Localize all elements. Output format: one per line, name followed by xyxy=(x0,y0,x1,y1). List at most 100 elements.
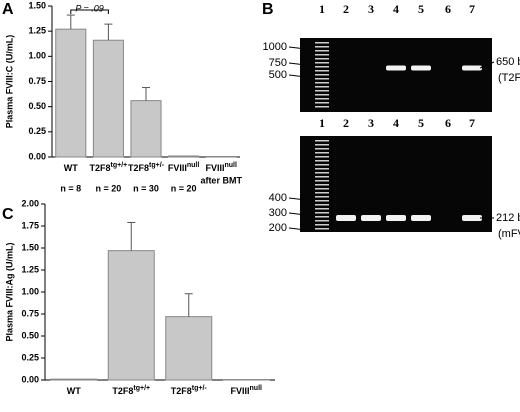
lane-number: 2 xyxy=(343,2,349,16)
ladder-band xyxy=(315,164,329,166)
x-tick-label: FVIIInull xyxy=(168,162,200,174)
band-note: (mFVIII) xyxy=(498,228,520,240)
y-tick-label: 0.00 xyxy=(21,374,39,384)
category-superscript: tg+/- xyxy=(192,385,208,392)
bar xyxy=(56,29,86,157)
band-label: 650 bp xyxy=(496,56,520,68)
category-name: T2F8 xyxy=(90,163,111,173)
ladder-band xyxy=(315,98,329,100)
y-tick-label: 0.50 xyxy=(21,330,39,340)
marker-label: 1000 xyxy=(263,41,287,53)
ladder-band xyxy=(315,180,329,182)
ladder-band xyxy=(315,144,329,146)
x-tick-label: T2F8tg+/- xyxy=(128,162,165,174)
ladder-band xyxy=(315,228,329,230)
bar xyxy=(206,156,236,157)
ladder-band xyxy=(315,188,329,190)
y-axis-label: Plasma FVIII:Ag (U/mL) xyxy=(4,242,14,341)
category-name: T2F8 xyxy=(171,386,192,396)
ladder-band xyxy=(315,94,329,96)
y-tick-label: 0.50 xyxy=(28,101,46,111)
group-size: n = 30 xyxy=(133,183,159,193)
group-size: n = 8 xyxy=(60,183,81,193)
lane-number: 1 xyxy=(319,2,325,16)
category-name: FVIII xyxy=(205,163,224,173)
y-tick-label: 1.25 xyxy=(28,26,46,36)
ladder-band xyxy=(315,184,329,186)
lane-number: 5 xyxy=(418,2,424,16)
ladder-band xyxy=(315,172,329,174)
y-tick-label: 1.25 xyxy=(21,264,39,274)
marker-label: 400 xyxy=(269,192,287,204)
bar xyxy=(51,379,97,380)
y-tick-label: 0.25 xyxy=(28,126,46,136)
ladder-band xyxy=(315,196,329,198)
y-tick-label: 1.00 xyxy=(28,51,46,61)
y-tick-label: 2.00 xyxy=(21,198,39,208)
ladder-band xyxy=(315,216,329,218)
ladder-band xyxy=(315,50,329,52)
lane-number: 3 xyxy=(368,2,374,16)
lane-number: 7 xyxy=(469,116,475,130)
category-name: T2F8 xyxy=(112,386,133,396)
dna-band xyxy=(462,66,482,71)
ladder-band xyxy=(315,86,329,88)
category-superscript: tg+/+ xyxy=(111,162,128,169)
ladder-band xyxy=(315,168,329,170)
ladder-band xyxy=(315,192,329,194)
ladder-band xyxy=(315,102,329,104)
group-size: n = 20 xyxy=(171,183,197,193)
ladder-band xyxy=(315,156,329,158)
ladder-band xyxy=(315,66,329,68)
dna-band xyxy=(411,215,431,221)
error-bar xyxy=(127,222,135,250)
marker-label: 300 xyxy=(269,207,287,219)
x-tick-subline: after BMT xyxy=(200,175,242,185)
bar xyxy=(93,40,123,157)
x-tick-label: T2F8tg+/- xyxy=(171,385,208,397)
ladder-band xyxy=(315,46,329,48)
ladder-band xyxy=(315,152,329,154)
category-name: FVIII xyxy=(168,163,187,173)
error-bar xyxy=(67,15,75,29)
dna-band xyxy=(361,215,381,221)
error-bar xyxy=(185,294,193,317)
ladder-band xyxy=(315,74,329,76)
ladder-band xyxy=(315,220,329,222)
y-tick-label: 1.50 xyxy=(21,242,39,252)
y-tick-label: 1.75 xyxy=(21,220,39,230)
group-size: n = 20 xyxy=(96,183,122,193)
ladder-band xyxy=(315,200,329,202)
x-tick-label: T2F8tg+/+ xyxy=(112,385,150,397)
ladder-band xyxy=(315,208,329,210)
lane-number: 4 xyxy=(393,2,399,16)
category-superscript: null xyxy=(224,162,236,169)
x-tick-label: FVIIInull xyxy=(205,162,237,174)
ladder-band xyxy=(315,42,329,44)
marker-label: 500 xyxy=(269,69,287,81)
ladder-band xyxy=(315,148,329,150)
bar xyxy=(166,317,212,380)
category-name: T2F8 xyxy=(128,163,149,173)
x-tick-label: FVIIInull xyxy=(231,385,263,397)
dna-band xyxy=(336,215,356,221)
lane-number: 6 xyxy=(445,116,451,130)
y-tick-label: 0.25 xyxy=(21,352,39,362)
y-tick-label: 0.75 xyxy=(28,76,46,86)
ladder-band xyxy=(315,212,329,214)
ladder-band xyxy=(315,176,329,178)
lane-number: 5 xyxy=(418,116,424,130)
category-superscript: null xyxy=(250,385,262,392)
category-superscript: null xyxy=(187,162,199,169)
ladder-band xyxy=(315,54,329,56)
marker-label: 750 xyxy=(269,57,287,69)
ladder-band xyxy=(315,106,329,108)
ladder-band xyxy=(315,62,329,64)
ladder-band xyxy=(315,78,329,80)
ladder-band xyxy=(315,140,329,142)
lane-number: 2 xyxy=(343,116,349,130)
annotation: P = .09 xyxy=(75,3,103,13)
y-tick-label: 0.00 xyxy=(28,151,46,161)
error-bar xyxy=(142,88,150,101)
